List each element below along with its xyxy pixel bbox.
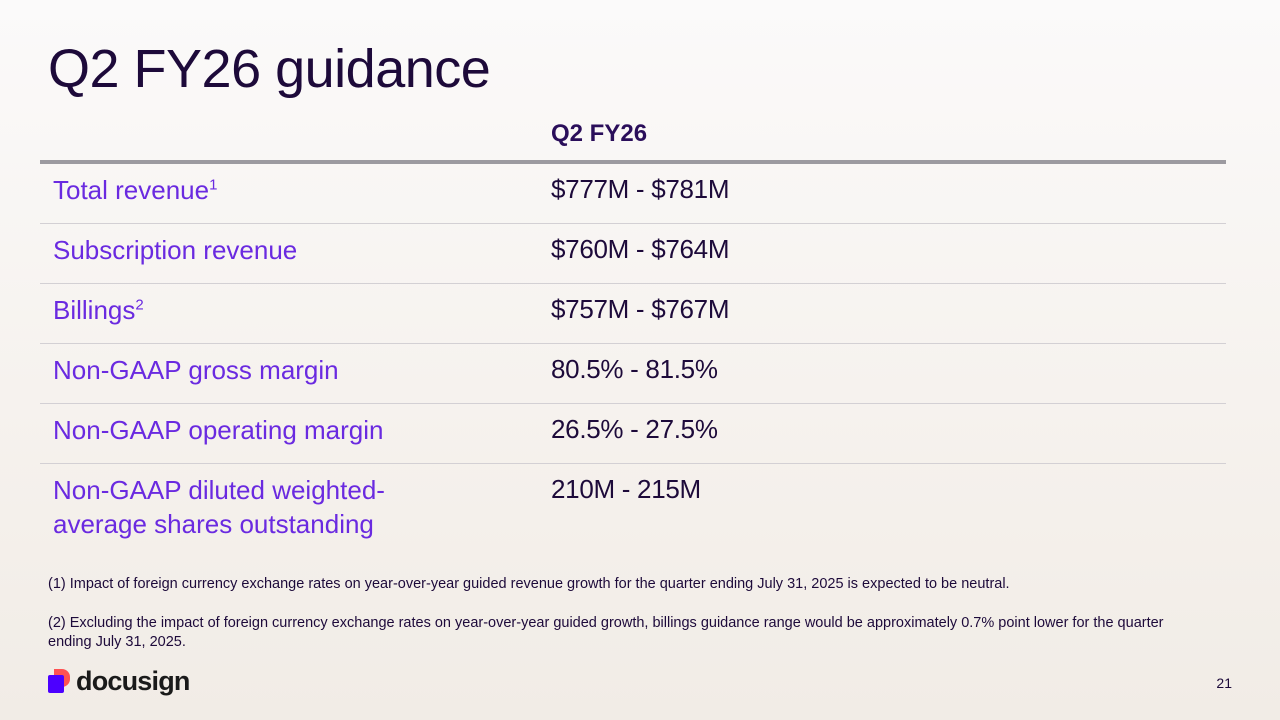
row-value: 26.5% - 27.5%: [551, 414, 718, 444]
row-label-text: Billings: [53, 295, 136, 325]
footnote-ref: 1: [209, 176, 218, 194]
table-row: Non-GAAP gross margin 80.5% - 81.5%: [40, 344, 1226, 404]
row-label: Billings2: [53, 294, 453, 328]
table-row: Non-GAAP operating margin 26.5% - 27.5%: [40, 404, 1226, 464]
row-label: Non-GAAP operating margin: [53, 414, 453, 448]
row-label-text: Non-GAAP gross margin: [53, 355, 339, 385]
footnote-ref: 2: [135, 296, 144, 314]
row-value: $777M - $781M: [551, 174, 730, 204]
row-label: Non-GAAP diluted weighted-average shares…: [53, 474, 453, 542]
page-number: 21: [1216, 675, 1232, 691]
table-row: Non-GAAP diluted weighted-average shares…: [40, 464, 1226, 550]
column-header: Q2 FY26: [551, 120, 648, 147]
page-title: Q2 FY26 guidance: [48, 39, 491, 99]
docusign-logo-icon: [48, 669, 70, 693]
docusign-logo: docusign: [48, 666, 190, 696]
row-label: Non-GAAP gross margin: [53, 354, 453, 388]
footnote-1: (1) Impact of foreign currency exchange …: [48, 576, 1010, 592]
table-row: Subscription revenue $760M - $764M: [40, 224, 1226, 284]
logo-text: docusign: [76, 665, 190, 696]
row-label-text: Total revenue: [53, 175, 210, 205]
row-label-text: Non-GAAP diluted weighted-average shares…: [53, 475, 385, 539]
row-label-text: Non-GAAP operating margin: [53, 415, 384, 445]
row-label: Total revenue1: [53, 174, 453, 208]
row-value: 210M - 215M: [551, 474, 701, 504]
row-label: Subscription revenue: [53, 234, 453, 268]
guidance-table: Q2 FY26 Total revenue1 $777M - $781M Sub…: [40, 112, 1226, 550]
row-value: 80.5% - 81.5%: [551, 354, 718, 384]
footnote-2: (2) Excluding the impact of foreign curr…: [48, 615, 1164, 650]
row-value: $757M - $767M: [551, 294, 730, 324]
table-row: Total revenue1 $777M - $781M: [40, 164, 1226, 224]
table-header: Q2 FY26: [40, 112, 1226, 164]
row-label-text: Subscription revenue: [53, 235, 298, 265]
table-row: Billings2 $757M - $767M: [40, 284, 1226, 344]
row-value: $760M - $764M: [551, 234, 730, 264]
